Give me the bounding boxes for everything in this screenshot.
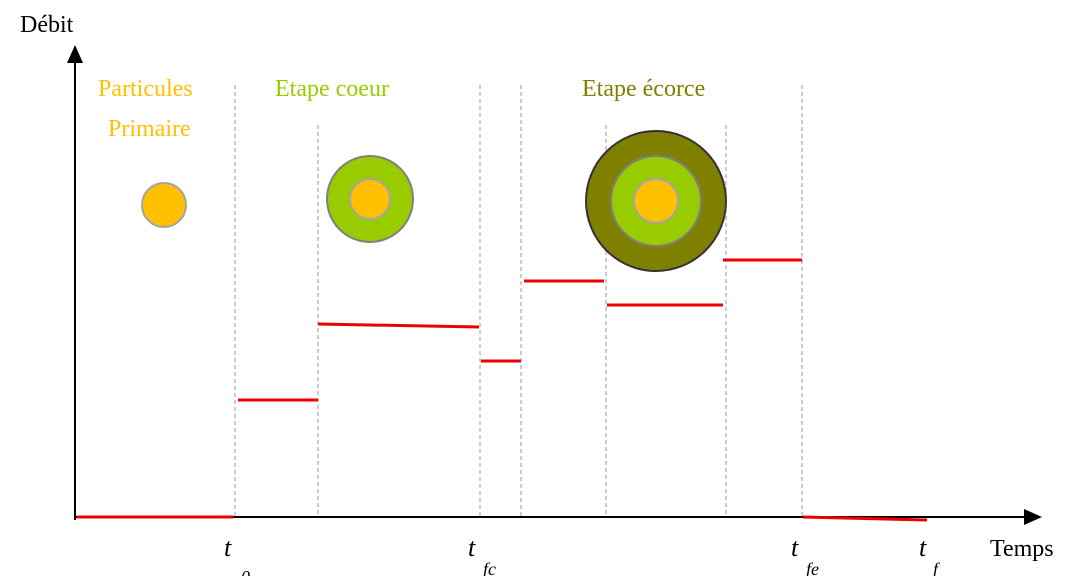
y-axis-label: Débit	[20, 12, 74, 38]
phase-label: Etape écorce	[582, 76, 705, 102]
phase-label: Etape coeur	[275, 76, 389, 102]
time-subscript: f	[933, 559, 941, 576]
separators	[234, 85, 803, 517]
shell-particle	[585, 130, 727, 272]
time-symbol: t	[791, 533, 799, 562]
time-subscript: fe	[806, 559, 819, 576]
time-subscript: fc	[483, 559, 496, 576]
time-symbol: t	[468, 533, 476, 562]
core-particle	[326, 155, 414, 243]
x-axis-label: Temps	[990, 536, 1054, 562]
flow-segments	[77, 258, 928, 522]
time-symbol: t	[919, 533, 927, 562]
time-symbol: t	[224, 533, 232, 562]
phase-label: Particules	[98, 76, 193, 102]
time-subscript: 0	[241, 567, 250, 576]
phase-label: Primaire	[108, 116, 191, 142]
flow-segment	[802, 515, 928, 522]
particle-center	[633, 178, 679, 224]
flow-segment	[317, 322, 480, 329]
primary-particle	[141, 182, 187, 228]
particle-center	[349, 178, 391, 220]
